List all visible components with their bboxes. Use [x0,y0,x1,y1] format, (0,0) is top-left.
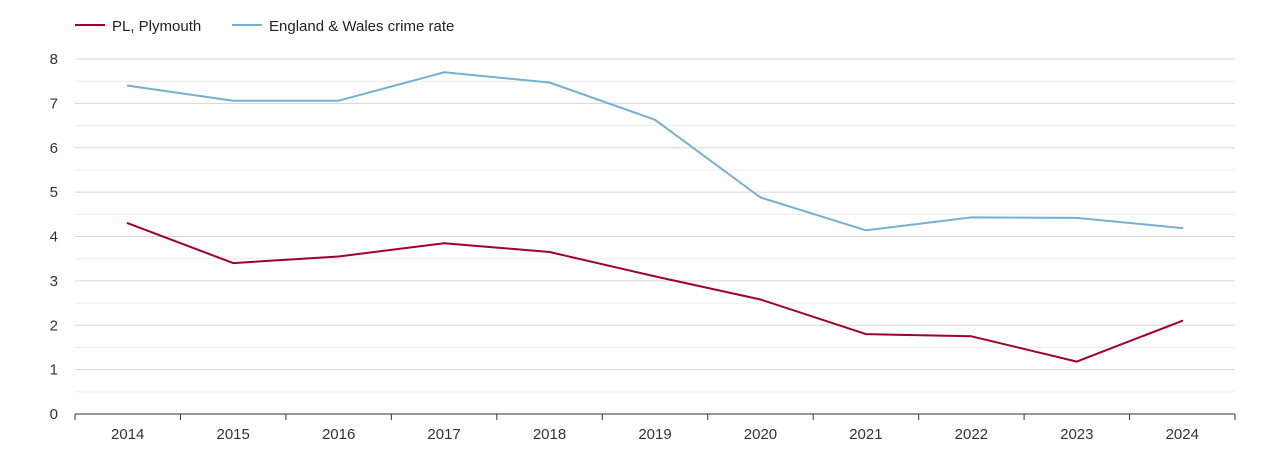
y-tick-label: 4 [50,229,58,246]
x-tick-label: 2024 [1166,426,1199,443]
series-line [126,222,1184,363]
x-tick-label: 2023 [1060,426,1093,443]
y-tick-label: 7 [50,95,58,112]
y-tick-label: 8 [50,51,58,68]
x-tick-label: 2022 [955,426,988,443]
x-tick-label: 2019 [638,426,671,443]
series-lines [126,71,1184,363]
y-tick-label: 5 [50,184,58,201]
x-axis: 2014 2015 2016 2017 2018 2019 2020 2021 2022 2023… [74,413,1236,443]
y-tick-label: 0 [50,406,58,423]
y-tick-label: 3 [50,273,58,290]
y-tick-label: 2 [50,317,58,334]
x-tick-label: 2017 [427,426,460,443]
x-tick-label: 2020 [744,426,777,443]
x-tick-label: 2018 [533,426,566,443]
legend: PL, Plymouth England & Wales crime rate [75,18,454,35]
y-tick-label: 6 [50,140,58,157]
x-tick-label: 2015 [216,426,249,443]
legend-label: England & Wales crime rate [269,18,454,35]
legend-label: PL, Plymouth [112,18,201,35]
grid-lines [75,58,1235,393]
y-tick-label: 1 [50,362,58,379]
x-tick-label: 2016 [322,426,355,443]
series-line [126,71,1184,232]
y-axis: 0 1 2 3 4 5 6 7 8 [50,51,58,423]
x-tick-label: 2021 [849,426,882,443]
x-tick-label: 2014 [111,426,144,443]
